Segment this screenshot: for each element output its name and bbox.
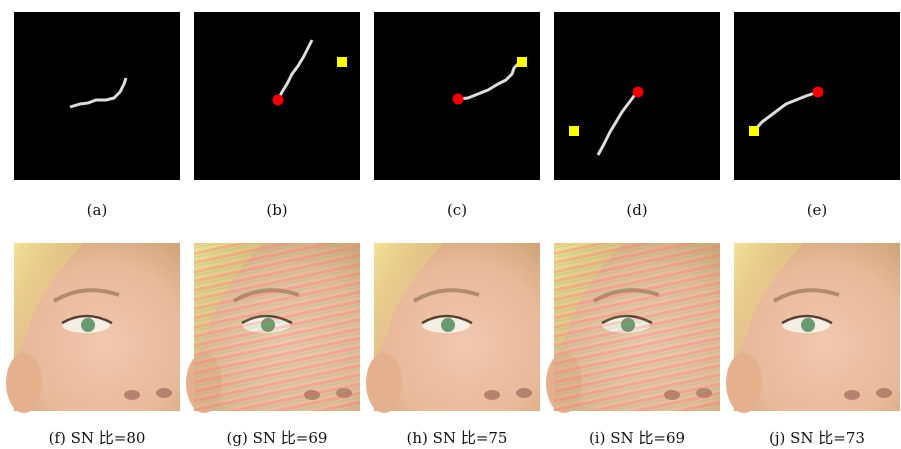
nostril bbox=[484, 390, 500, 400]
caption: (g) SN 比=69 bbox=[227, 429, 328, 447]
caption: (j) SN 比=73 bbox=[769, 429, 865, 447]
caption: (h) SN 比=75 bbox=[407, 429, 508, 447]
nostril bbox=[876, 388, 892, 398]
face-image bbox=[366, 243, 540, 413]
nostril bbox=[124, 390, 140, 400]
end-point bbox=[337, 57, 347, 67]
caption: (i) SN 比=69 bbox=[589, 429, 685, 447]
caption: (c) bbox=[447, 201, 467, 219]
start-point bbox=[273, 95, 284, 106]
hand bbox=[366, 353, 402, 413]
nostril bbox=[844, 390, 860, 400]
hand bbox=[726, 353, 762, 413]
figure: (a) (f) SN 比=80 (b) (g) SN 比=69 (c) (h) SN 比=… bbox=[0, 0, 901, 449]
kernel-background bbox=[14, 12, 180, 180]
start-point bbox=[453, 94, 464, 105]
kernel-panel bbox=[194, 12, 360, 180]
nostril bbox=[516, 388, 532, 398]
caption: (b) bbox=[266, 201, 287, 219]
kernel-panel bbox=[554, 12, 720, 180]
iris bbox=[801, 318, 815, 332]
end-point bbox=[569, 126, 579, 136]
iris bbox=[441, 318, 455, 332]
caption: (d) bbox=[626, 201, 647, 219]
end-point bbox=[517, 57, 527, 67]
face-image bbox=[6, 243, 180, 413]
caption: (a) bbox=[87, 201, 108, 219]
caption: (e) bbox=[807, 201, 828, 219]
end-point bbox=[749, 126, 759, 136]
iris bbox=[81, 318, 95, 332]
face-image bbox=[726, 243, 900, 413]
start-point bbox=[633, 87, 644, 98]
kernel-panel bbox=[734, 12, 900, 180]
face-image bbox=[546, 243, 720, 413]
kernel-panel bbox=[374, 12, 540, 180]
nostril bbox=[156, 388, 172, 398]
ringing bbox=[554, 243, 720, 411]
caption: (f) SN 比=80 bbox=[49, 429, 146, 447]
start-point bbox=[813, 87, 824, 98]
kernel-panel bbox=[14, 12, 180, 180]
hand bbox=[6, 353, 42, 413]
ringing bbox=[194, 243, 360, 411]
face-image bbox=[186, 243, 360, 413]
